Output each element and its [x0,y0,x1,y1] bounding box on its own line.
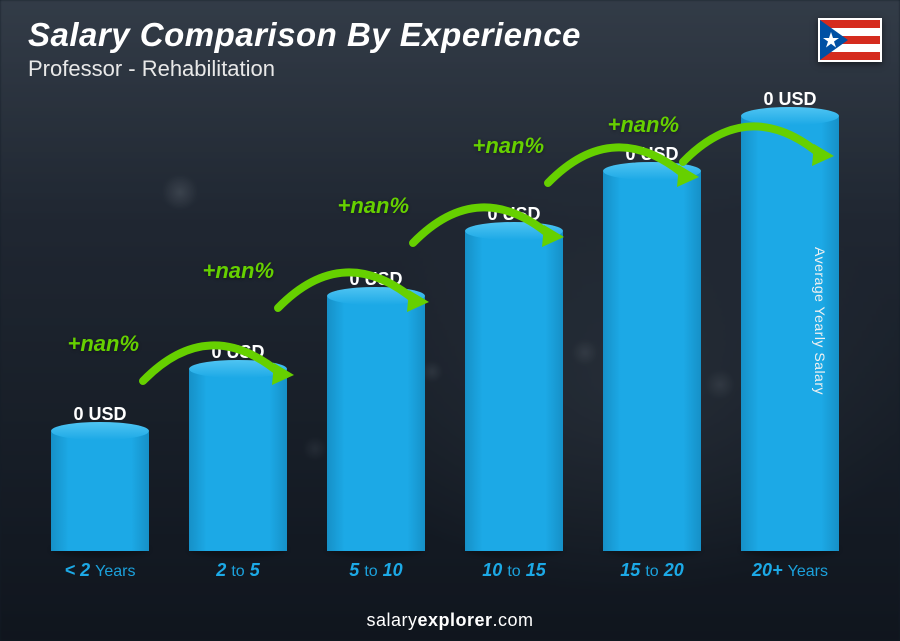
bar-slot: 0 USD [592,144,712,551]
chart-title: Salary Comparison By Experience [28,16,820,54]
x-axis-label: 5 to 10 [316,560,436,581]
x-axis: < 2 Years 2 to 5 5 to 10 10 to 15 15 to 20 20… [40,560,850,581]
bar-top-cap [189,360,287,378]
bar-top-cap [603,162,701,180]
footer-site-a: salary [366,610,417,630]
bar-chart: 0 USD0 USD0 USD0 USD0 USD0 USD < 2 Years… [40,90,850,581]
bar-top-cap [327,287,425,305]
bars-container: 0 USD0 USD0 USD0 USD0 USD0 USD [40,90,850,551]
bar [51,431,149,551]
footer-site: salaryexplorer.com [366,610,533,630]
footer-site-b: explorer [417,610,492,630]
x-axis-label: 15 to 20 [592,560,712,581]
bar-slot: 0 USD [316,269,436,551]
puerto-rico-flag-icon [818,18,882,62]
bar-top-cap [741,107,839,125]
chart-subtitle: Professor - Rehabilitation [28,56,820,82]
bar [327,296,425,551]
x-axis-label: 10 to 15 [454,560,574,581]
bar-top-cap [51,422,149,440]
bar [465,231,563,551]
footer-site-c: .com [493,610,534,630]
bar-slot: 0 USD [178,342,298,551]
bar [603,171,701,551]
x-axis-label: 2 to 5 [178,560,298,581]
bar [189,369,287,551]
x-axis-label: < 2 Years [40,560,160,581]
header: Salary Comparison By Experience Professo… [28,16,820,82]
bar-slot: 0 USD [730,89,850,551]
bar-top-cap [465,222,563,240]
bar-slot: 0 USD [454,204,574,551]
x-axis-label: 20+ Years [730,560,850,581]
bar-slot: 0 USD [40,404,160,551]
y-axis-label: Average Yearly Salary [812,247,828,395]
footer: salaryexplorer.com [0,610,900,631]
